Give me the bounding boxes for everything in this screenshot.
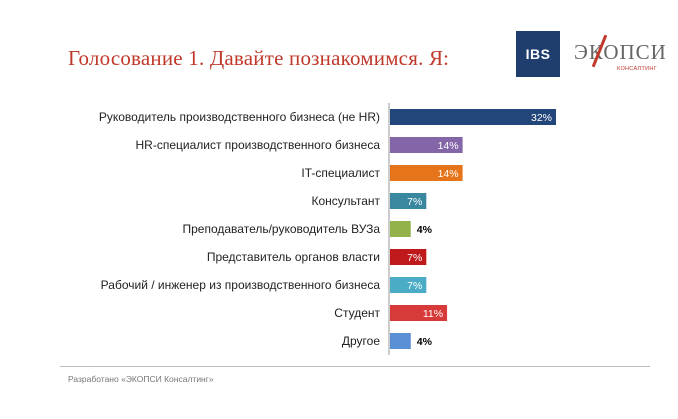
category-label: HR-специалист производственного бизнеса: [136, 138, 381, 152]
bar: [390, 305, 448, 321]
bar-value-label: 7%: [407, 280, 422, 292]
category-label: IT-специалист: [301, 166, 380, 180]
ekopsi-logo-text: ЭКОПСИ: [574, 40, 667, 64]
page-title: Голосование 1. Давайте познакомимся. Я:: [68, 46, 450, 70]
bar: [390, 333, 411, 349]
bar: [390, 221, 411, 237]
category-label: Консультант: [311, 194, 380, 208]
bar: [390, 249, 427, 265]
bar: [390, 165, 463, 181]
ibs-logo: IBS: [516, 31, 560, 77]
bar-value-label: 32%: [531, 112, 552, 124]
ekopsi-logo: ЭКОПСИ КОНСАЛТИНГ: [572, 34, 666, 78]
bar: [390, 277, 427, 293]
bar-value-label: 14%: [438, 168, 459, 180]
category-label: Представитель органов власти: [207, 250, 380, 264]
ibs-logo-text: IBS: [525, 46, 551, 62]
category-label: Руководитель производственного бизнеса (…: [99, 110, 380, 124]
category-label: Рабочий / инженер из производственного б…: [101, 278, 381, 292]
bar-value-label: 14%: [438, 140, 459, 152]
bar: [390, 193, 427, 209]
category-label: Преподаватель/руководитель ВУЗа: [183, 222, 381, 236]
bar: [390, 137, 463, 153]
category-label: Студент: [334, 306, 380, 320]
footer-credit: Разработано «ЭКОПСИ Консалтинг»: [68, 374, 214, 384]
footer-divider: [60, 366, 650, 367]
bar-value-label: 4%: [417, 224, 433, 236]
ekopsi-logo-subtext: КОНСАЛТИНГ: [617, 66, 657, 72]
category-label: Другое: [342, 334, 380, 348]
bar: [390, 109, 556, 125]
bar-value-label: 4%: [417, 336, 433, 348]
bar-value-label: 7%: [407, 252, 422, 264]
bar-value-label: 11%: [423, 308, 443, 320]
bar-value-label: 7%: [407, 196, 422, 208]
